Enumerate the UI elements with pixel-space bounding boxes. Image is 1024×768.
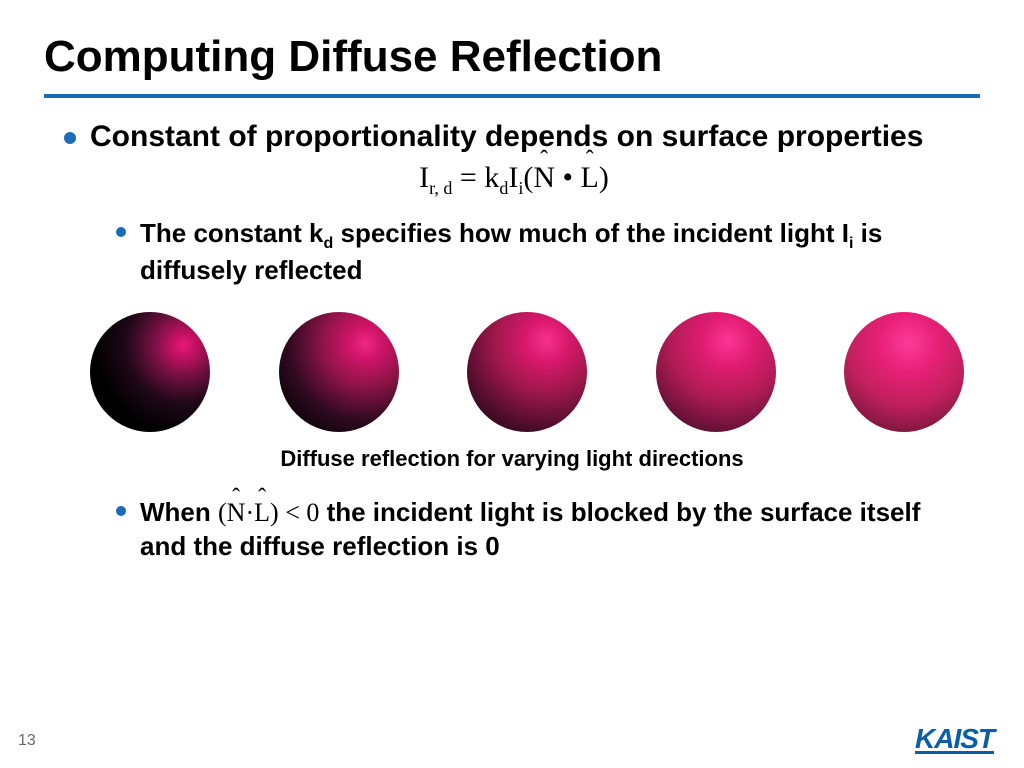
- sphere-row: [0, 304, 1024, 446]
- bullet-icon: [64, 132, 76, 144]
- bullet-main-text: Constant of proportionality depends on s…: [90, 120, 923, 155]
- page-title: Computing Diffuse Reflection: [0, 0, 1024, 94]
- bullet-main: Constant of proportionality depends on s…: [64, 120, 964, 155]
- sub-bullet-2-text: When (N·L) < 0 the incident light is blo…: [140, 496, 964, 562]
- formula-ird: Ir, d: [419, 161, 452, 194]
- sphere-2: [279, 312, 399, 432]
- bullet-icon: [116, 227, 126, 237]
- page-number: 13: [18, 732, 36, 750]
- content-area: Constant of proportionality depends on s…: [0, 120, 1024, 286]
- sub-bullet-1-text: The constant kd specifies how much of th…: [140, 217, 964, 287]
- sub-bullet-2: When (N·L) < 0 the incident light is blo…: [116, 496, 964, 562]
- title-divider: [44, 94, 980, 98]
- content-area-2: When (N·L) < 0 the incident light is blo…: [0, 496, 1024, 562]
- formula-n-hat: N: [533, 161, 555, 195]
- sphere-5: [844, 312, 964, 432]
- formula-l-hat: L: [581, 161, 599, 195]
- kaist-logo: KAIST: [915, 723, 994, 754]
- sphere-1: [90, 312, 210, 432]
- bullet-icon: [116, 506, 126, 516]
- sub-bullet-1: The constant kd specifies how much of th…: [116, 217, 964, 287]
- sphere-3: [467, 312, 587, 432]
- formula-ii: Ii: [508, 161, 523, 194]
- formula-main: Ir, d = kdIi(N • L): [64, 161, 964, 199]
- sphere-caption: Diffuse reflection for varying light dir…: [0, 446, 1024, 472]
- formula-kd: kd: [484, 161, 508, 194]
- inline-formula: (N·L) < 0: [218, 498, 319, 527]
- sphere-4: [656, 312, 776, 432]
